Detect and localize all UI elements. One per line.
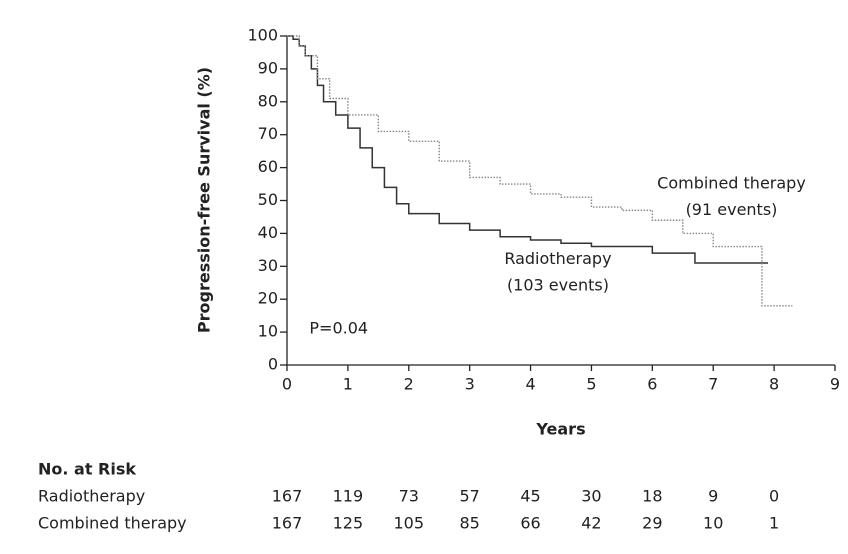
y-tick-label: 40: [258, 223, 278, 242]
x-tick-label: 7: [708, 375, 718, 394]
annotation: Radiotherapy: [504, 249, 611, 268]
risk-count: 167: [272, 514, 303, 533]
annotation: Combined therapy: [657, 174, 806, 193]
x-tick-label: 2: [404, 375, 414, 394]
y-tick-label: 100: [247, 26, 278, 45]
risk-count: 119: [333, 487, 364, 506]
y-tick-label: 20: [258, 289, 278, 308]
x-tick-label: 9: [830, 375, 840, 394]
y-tick-label: 80: [258, 91, 278, 110]
risk-count: 30: [581, 487, 601, 506]
risk-count: 57: [459, 487, 479, 506]
risk-count: 29: [642, 514, 662, 533]
risk-count: 1: [769, 514, 779, 533]
y-tick-label: 30: [258, 256, 278, 275]
y-tick-label: 50: [258, 190, 278, 209]
y-tick-label: 70: [258, 124, 278, 143]
y-tick-label: 60: [258, 157, 278, 176]
x-tick-label: 4: [525, 375, 535, 394]
annotation: (103 events): [507, 276, 609, 295]
risk-row-label: Radiotherapy: [38, 487, 145, 506]
y-axis-label: Progression-free Survival (%): [195, 67, 214, 333]
annotation: P=0.04: [309, 318, 368, 337]
y-tick-label: 90: [258, 58, 278, 77]
risk-count: 167: [272, 487, 303, 506]
x-tick-label: 1: [343, 375, 353, 394]
x-tick-label: 0: [282, 375, 292, 394]
risk-count: 45: [520, 487, 540, 506]
survival-curve: [287, 35, 769, 264]
x-tick-label: 3: [465, 375, 475, 394]
risk-row-label: Combined therapy: [38, 514, 187, 533]
y-tick-label: 10: [258, 322, 278, 341]
risk-count: 66: [520, 514, 540, 533]
risk-count: 125: [333, 514, 364, 533]
risk-count: 9: [708, 487, 718, 506]
x-tick-label: 6: [647, 375, 657, 394]
risk-count: 105: [394, 514, 425, 533]
risk-count: 18: [642, 487, 662, 506]
risk-title: No. at Risk: [38, 460, 136, 479]
risk-count: 42: [581, 514, 601, 533]
x-tick-label: 8: [769, 375, 779, 394]
risk-count: 10: [703, 514, 723, 533]
y-tick-label: 0: [268, 355, 278, 374]
survival-curve: [287, 35, 793, 307]
risk-count: 73: [399, 487, 419, 506]
risk-count: 0: [769, 487, 779, 506]
risk-count: 85: [459, 514, 479, 533]
annotation: (91 events): [686, 200, 778, 219]
x-axis-label: Years: [535, 420, 585, 439]
x-tick-label: 5: [586, 375, 596, 394]
